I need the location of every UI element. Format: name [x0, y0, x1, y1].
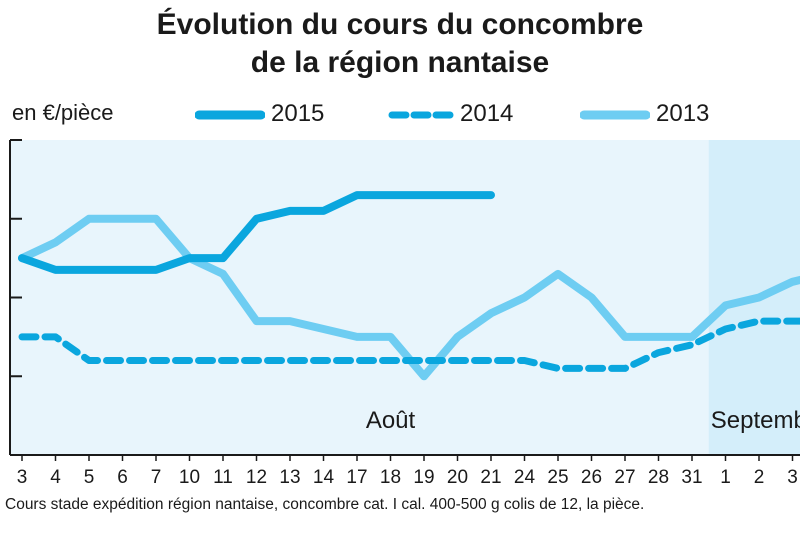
- x-tick-label: 1: [720, 467, 731, 488]
- legend-item-2014: 2014: [388, 100, 538, 130]
- x-tick-label: 24: [514, 467, 536, 488]
- y-axis-label: en €/pièce: [12, 100, 114, 125]
- chart-title: Évolution du cours du concombre de la ré…: [0, 6, 800, 82]
- x-tick-label: 12: [246, 467, 267, 488]
- x-tick-label: 7: [151, 467, 162, 488]
- legend-swatch-2015: [195, 110, 265, 120]
- x-tick-label: 6: [117, 467, 128, 488]
- series-line-2015: [18, 191, 495, 274]
- x-tick-label: 3: [17, 467, 28, 488]
- line-chart: 3 4 5 6 7 10 11 12 13 14 17 18 19 20 21 24 25 26 27 28 31 1 2 3…: [9, 139, 800, 488]
- legend-label-2014: 2014: [460, 100, 514, 127]
- x-tick-label: 31: [681, 467, 702, 488]
- month-label: Août: [366, 407, 416, 434]
- x-tick-label: 11: [213, 467, 233, 488]
- x-tick-label: 4: [50, 467, 61, 488]
- x-tick-label: 5: [84, 467, 95, 488]
- x-tick-label: 19: [413, 467, 434, 488]
- series-line-2013: [18, 214, 800, 381]
- legend-swatch-2013: [580, 110, 650, 120]
- legend-item-2013: 2013: [580, 100, 730, 130]
- x-tick-label: 27: [614, 467, 635, 488]
- x-tick-label: 21: [480, 467, 501, 488]
- x-tick-label: 10: [179, 467, 200, 488]
- x-tick-label: 18: [380, 467, 401, 488]
- footnote: Cours stade expédition région nantaise, …: [5, 496, 645, 513]
- x-tick-label: 3: [787, 467, 798, 488]
- x-tick-label: 20: [447, 467, 468, 488]
- series-line-2014: [18, 317, 800, 372]
- x-tick-label: 17: [346, 467, 367, 488]
- legend-label-2013: 2013: [656, 100, 710, 127]
- x-tick-label: 25: [547, 467, 568, 488]
- legend-swatch-2014: [388, 111, 458, 119]
- chart-title-line1: Évolution du cours du concombre: [156, 8, 644, 41]
- legend-item-2015: 2015: [195, 100, 345, 130]
- x-tick-label: 14: [313, 467, 335, 488]
- x-tick-label: 2: [754, 467, 765, 488]
- legend-label-2015: 2015: [271, 100, 325, 127]
- x-tick-label: 28: [648, 467, 669, 488]
- month-label: Septembre: [711, 407, 800, 434]
- x-tick-label: 26: [581, 467, 602, 488]
- x-tick-label: 13: [279, 467, 300, 488]
- chart-title-line2: de la région nantaise: [250, 46, 550, 79]
